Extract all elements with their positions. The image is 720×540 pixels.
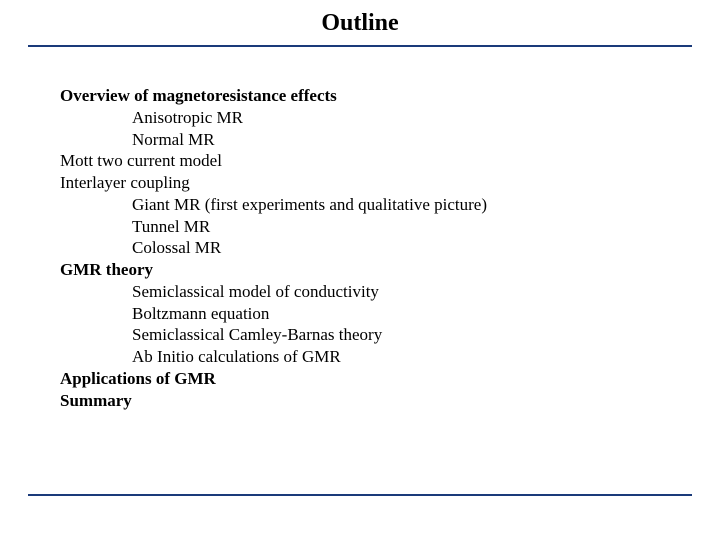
interlayer-item-giant: Giant MR (first experiments and qualitat… bbox=[60, 194, 720, 216]
gmr-item-semiclassical-conductivity: Semiclassical model of conductivity bbox=[60, 281, 720, 303]
gmr-item-camley-barnas: Semiclassical Camley-Barnas theory bbox=[60, 324, 720, 346]
gmr-item-ab-initio: Ab Initio calculations of GMR bbox=[60, 346, 720, 368]
bottom-divider bbox=[28, 494, 692, 496]
interlayer-item-colossal: Colossal MR bbox=[60, 237, 720, 259]
applications-heading: Applications of GMR bbox=[60, 368, 720, 390]
gmr-theory-heading: GMR theory bbox=[60, 259, 720, 281]
overview-heading: Overview of magnetoresistance effects bbox=[60, 85, 720, 107]
summary-heading: Summary bbox=[60, 390, 720, 412]
gmr-item-boltzmann: Boltzmann equation bbox=[60, 303, 720, 325]
overview-item-normal: Normal MR bbox=[60, 129, 720, 151]
mott-line: Mott two current model bbox=[60, 150, 720, 172]
overview-item-anisotropic: Anisotropic MR bbox=[60, 107, 720, 129]
outline-content: Overview of magnetoresistance effects An… bbox=[0, 47, 720, 411]
page-title: Outline bbox=[0, 0, 720, 45]
interlayer-item-tunnel: Tunnel MR bbox=[60, 216, 720, 238]
interlayer-line: Interlayer coupling bbox=[60, 172, 720, 194]
